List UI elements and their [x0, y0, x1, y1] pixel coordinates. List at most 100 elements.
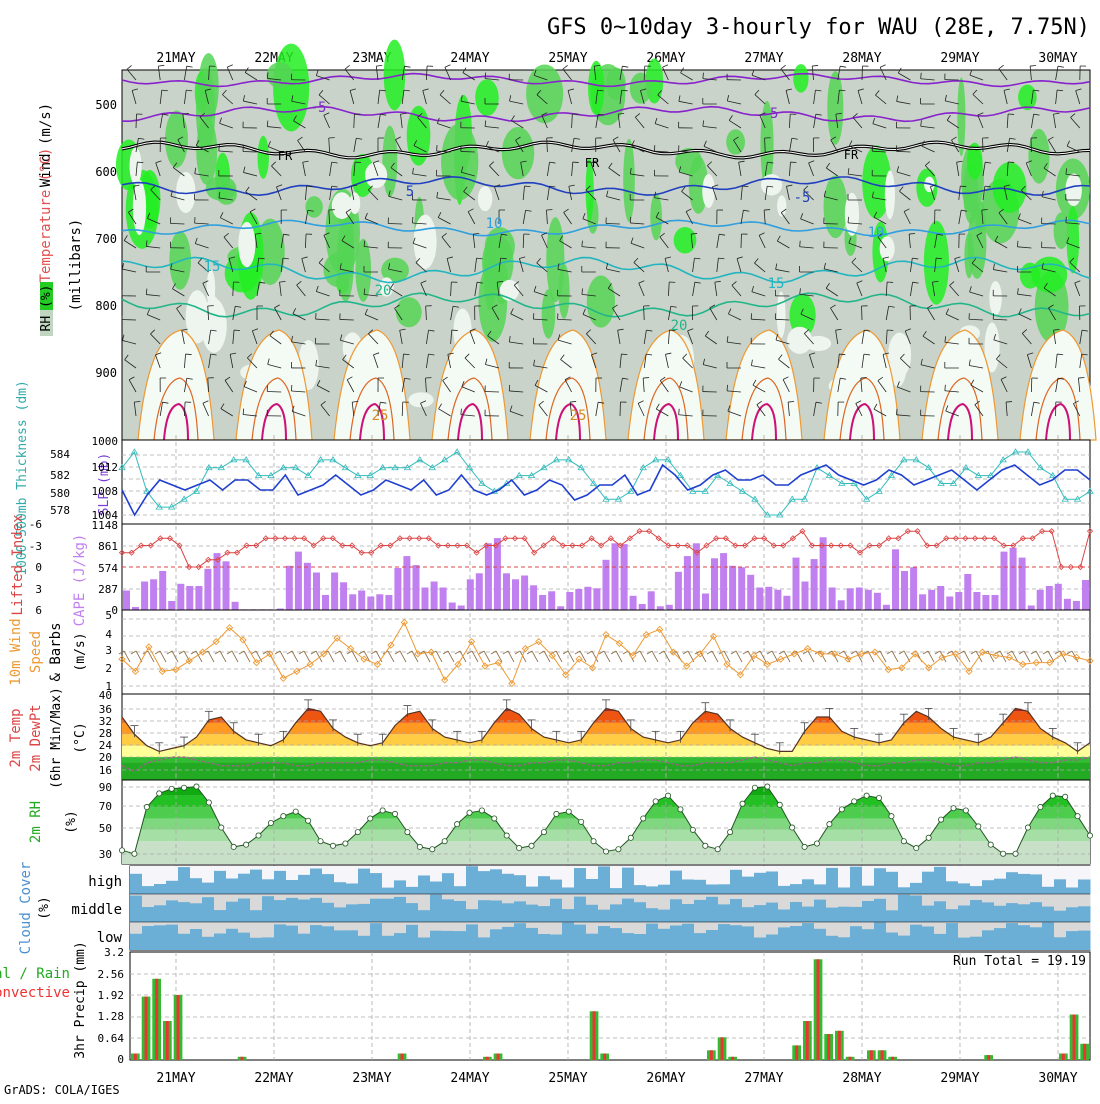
- cloud-bar: [466, 909, 479, 922]
- cloud-bar: [130, 934, 143, 950]
- cape-bar: [195, 586, 202, 610]
- contour-label: 15: [204, 259, 221, 275]
- rh-point: [144, 804, 149, 809]
- rh-shade: [827, 71, 843, 145]
- cape-bar: [1037, 590, 1044, 610]
- precip-tick: 0.64: [98, 1032, 125, 1045]
- contour-label: 20: [671, 318, 688, 334]
- cloud-bar: [622, 899, 635, 922]
- rh-shade: [606, 67, 626, 100]
- cloud-bar: [1042, 907, 1055, 922]
- rh-point: [517, 845, 522, 850]
- cloud-bar: [802, 907, 815, 922]
- cape-bar: [684, 556, 691, 610]
- cloud-bar: [370, 899, 383, 922]
- cloud-bar: [274, 900, 287, 922]
- cloud-bar: [790, 926, 803, 950]
- cloud-bar: [550, 880, 563, 894]
- contour-label: 15: [768, 276, 785, 292]
- cloud-bar: [922, 906, 935, 922]
- cape-bar: [186, 586, 193, 610]
- cape-bar: [648, 591, 655, 610]
- precip-convective-bar: [891, 1057, 894, 1060]
- cape-bar: [458, 606, 465, 611]
- slp-tick: 1008: [92, 485, 119, 498]
- day-label: 27MAY: [744, 51, 783, 66]
- cape-tick: 287: [98, 583, 118, 596]
- cloud-bar: [142, 907, 155, 922]
- cloud-bar: [730, 899, 743, 922]
- rh-point: [504, 833, 509, 838]
- cloud-bar: [142, 886, 155, 894]
- cloud-bar: [154, 925, 167, 950]
- contour-label: FR: [278, 149, 293, 163]
- contour-label: -5: [794, 190, 811, 206]
- cloud-bar: [718, 924, 731, 950]
- cloud-bar: [706, 897, 719, 922]
- cloud-bar: [298, 934, 311, 950]
- cloud-bar: [286, 898, 299, 922]
- cloud-bar: [766, 872, 779, 895]
- cape-bar: [340, 582, 347, 610]
- cloud-bar: [574, 868, 587, 894]
- wind-barb-flag: [403, 354, 409, 355]
- cloud-bar: [310, 898, 323, 922]
- lifted-index-axis-label: Lifted Index: [10, 514, 26, 615]
- cloud-bar: [754, 905, 767, 922]
- rh-point: [1038, 804, 1043, 809]
- cloud-bar: [382, 936, 395, 950]
- cloud-bar: [886, 933, 899, 951]
- cloud-bar: [610, 888, 623, 894]
- cloud-bar: [394, 897, 407, 922]
- cloud-bar: [682, 880, 695, 895]
- rh-tick: 30: [99, 848, 112, 861]
- cape-bar: [829, 588, 836, 611]
- cape-bar: [159, 571, 166, 610]
- cloud-bar: [250, 870, 263, 894]
- cloud-bar: [826, 936, 839, 950]
- cloud-bar: [442, 931, 455, 950]
- rh-tick: 90: [99, 781, 112, 794]
- cloud-bar: [226, 929, 239, 950]
- cape-bar: [566, 592, 573, 610]
- contour-label: 25: [570, 408, 587, 424]
- cloud-bar: [790, 884, 803, 894]
- cape-axis-label: CAPE (J/kg): [72, 534, 88, 627]
- dry-shade: [478, 186, 492, 211]
- wind-barb-flag: [355, 162, 361, 163]
- cloud-bar: [694, 880, 707, 894]
- rh-point: [914, 845, 919, 850]
- cloud-bar: [166, 881, 179, 894]
- cloud-bar: [286, 880, 299, 894]
- slp-tick: 1012: [92, 461, 119, 474]
- precip-convective-bar: [710, 1050, 713, 1060]
- thickness-tick: 582: [50, 469, 70, 482]
- wind-barb: [243, 151, 257, 152]
- cloud-bar: [466, 924, 479, 950]
- rh-point: [678, 807, 683, 812]
- cloud-level-high: high: [88, 874, 122, 890]
- day-label: 24MAY: [450, 51, 489, 66]
- cape-bar: [1082, 580, 1089, 610]
- li-tick: -3: [29, 540, 42, 553]
- cape-bar: [729, 566, 736, 610]
- cloud-bar: [802, 923, 815, 950]
- rh-point: [715, 847, 720, 852]
- rh-point: [132, 851, 137, 856]
- cloud-bar: [322, 903, 335, 922]
- cloud-bar: [478, 871, 491, 894]
- upper-air-panel: -5 FR FR FR -5 5 -5 10 10 15 15 20 20 25…: [38, 40, 1096, 440]
- rh-point: [690, 827, 695, 832]
- cloud-bar: [874, 922, 887, 950]
- dry-shade: [1065, 173, 1081, 206]
- cloud-bar: [514, 875, 527, 894]
- wind-barb-flag: [1017, 241, 1018, 247]
- cloud-bar: [262, 937, 275, 950]
- precip-convective-bar: [134, 1054, 137, 1061]
- rh-point: [740, 801, 745, 806]
- precip-convective-bar: [486, 1057, 489, 1060]
- cloud-bar: [562, 909, 575, 922]
- cloud-bar: [562, 888, 575, 895]
- rh-point: [976, 824, 981, 829]
